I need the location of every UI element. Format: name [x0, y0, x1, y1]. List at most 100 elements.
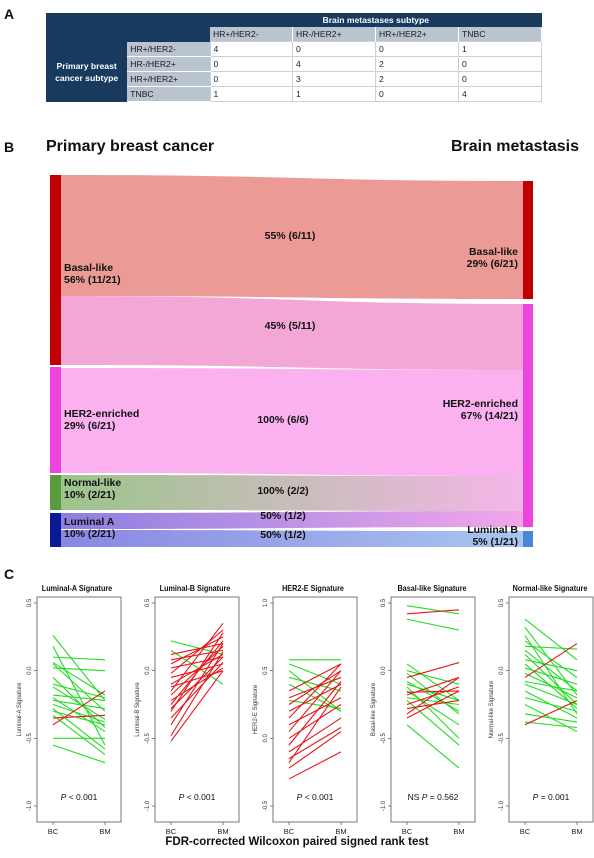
paired-sample-line	[52, 714, 106, 756]
paired-sample-line	[406, 676, 460, 696]
paired-sample-line	[406, 676, 460, 715]
node-pct: 29% (6/21)	[64, 420, 116, 432]
left-node-label-normal: Normal-like 10% (2/21)	[64, 477, 121, 501]
panel-b-letter: B	[4, 139, 15, 155]
p-value-label: P < 0.001	[297, 792, 334, 802]
y-tick-label: 0.0	[381, 666, 387, 675]
table-header: Brain metastases subtype	[210, 13, 542, 27]
paired-sample-line	[170, 643, 224, 726]
paired-sample-line	[406, 670, 460, 685]
node-left-luminal-a	[50, 513, 61, 547]
paired-sample-line	[406, 690, 460, 719]
chart-title: Luminal-B Signature	[159, 583, 231, 593]
plot-frame	[154, 596, 240, 823]
right-node-label-her2: HER2-enriched 67% (14/21)	[443, 398, 518, 422]
paired-sample-line	[52, 690, 106, 726]
paired-sample-line	[288, 681, 342, 746]
flow-label: 50% (1/2)	[260, 510, 306, 522]
paired-sample-line	[170, 632, 224, 712]
left-node-label-luminal-a: Luminal A 10% (2/21)	[64, 516, 115, 540]
y-tick-label: -1.0	[381, 800, 387, 811]
y-tick-label: 0.0	[27, 666, 33, 675]
y-tick-label: 1.0	[263, 598, 269, 607]
table-corner-2	[46, 27, 210, 42]
p-value-label: P = 0.001	[533, 792, 570, 802]
col-header: TNBC	[458, 27, 542, 42]
x-tick-label: BC	[166, 827, 177, 836]
flow-luminala-to-her2	[60, 511, 523, 529]
flow-basal-to-her2	[60, 296, 523, 370]
table-cell: 0	[292, 41, 376, 57]
paired-sample-line	[52, 710, 106, 726]
paired-sample-line	[406, 605, 460, 615]
chart-title: Luminal-A Signature	[41, 583, 113, 593]
flow-normal-to-her2	[60, 475, 523, 511]
paired-sample-line	[52, 683, 106, 699]
col-header: HR-/HER2+	[292, 27, 376, 42]
y-tick-label: -1.0	[27, 800, 33, 811]
x-tick-label: BM	[99, 827, 110, 836]
paired-sample-line	[406, 618, 460, 631]
y-tick-label: -1.0	[499, 800, 505, 811]
node-pct: 67% (14/21)	[460, 410, 518, 422]
y-axis-label: HER2-E Signature	[253, 684, 259, 734]
paired-sample-line	[524, 672, 578, 699]
chart-title: HER2-E Signature	[282, 583, 344, 593]
table-row: HR-/HER2+ 0 4 2 0	[46, 56, 542, 72]
y-axis-label: Basal-like Signature	[371, 682, 377, 736]
node-right-her2-enriched	[523, 304, 533, 527]
y-tick-label: 0.5	[263, 666, 269, 675]
x-tick-label: BM	[335, 827, 346, 836]
row-group-label: Primary breast cancer subtype	[46, 41, 128, 102]
chart-title: Basal-like Signature	[397, 583, 467, 593]
y-tick-label: -0.5	[381, 733, 387, 744]
paired-sample-line	[52, 714, 106, 719]
table-cell: 2	[375, 56, 459, 72]
right-axis-title: Brain metastasis	[450, 138, 579, 155]
row-label: TNBC	[127, 86, 210, 102]
table-cell: 1	[209, 86, 293, 102]
paired-sample-line	[52, 667, 106, 672]
paired-sample-line	[288, 686, 342, 764]
node-left-normal-like	[50, 475, 61, 510]
plot-frame	[390, 596, 476, 823]
x-tick-label: BM	[453, 827, 464, 836]
plot-frame	[36, 596, 122, 823]
paired-sample-line	[52, 697, 106, 733]
p-value-label: P < 0.001	[179, 792, 216, 802]
flow-basal-to-basal	[60, 175, 523, 299]
node-name: Basal-like	[468, 246, 518, 258]
paired-sample-line	[288, 751, 342, 780]
paired-sample-line	[170, 629, 224, 674]
row-label: HR-/HER2+	[127, 56, 210, 72]
paired-sample-line	[524, 618, 578, 661]
row-label: HR+/HER2+	[127, 71, 210, 87]
left-axis-title: Primary breast cancer	[46, 138, 215, 155]
left-node-label-basal: Basal-like 56% (11/21)	[64, 262, 121, 286]
flow-label: 45% (5/11)	[264, 320, 316, 332]
paired-sample-line	[288, 699, 342, 710]
paired-sample-line	[524, 680, 578, 692]
paired-sample-line	[170, 636, 224, 665]
paired-sample-line	[524, 713, 578, 723]
paired-sample-line	[52, 744, 106, 764]
paired-sample-line	[524, 697, 578, 712]
node-name: Luminal A	[64, 516, 115, 528]
node-name: HER2-enriched	[64, 408, 140, 420]
table-cell: 4	[209, 41, 293, 57]
paired-sample-line	[288, 717, 342, 753]
paired-sample-line	[524, 699, 578, 726]
node-pct: 10% (2/21)	[64, 528, 116, 540]
y-tick-label: -0.5	[499, 733, 505, 744]
node-pct: 56% (11/21)	[64, 274, 121, 286]
x-tick-label: BM	[571, 827, 582, 836]
node-pct: 5% (1/21)	[472, 536, 518, 548]
flow-label: 55% (6/11)	[264, 230, 316, 242]
paired-sample-line	[288, 670, 342, 732]
paired-sample-line	[406, 690, 460, 726]
table-row: Primary breast cancer subtype HR+/HER2- …	[46, 41, 542, 102]
y-axis-label: Luminal-A Signature	[17, 682, 23, 737]
y-axis-label: Luminal-B Signature	[135, 682, 141, 737]
table-corner	[46, 13, 210, 27]
